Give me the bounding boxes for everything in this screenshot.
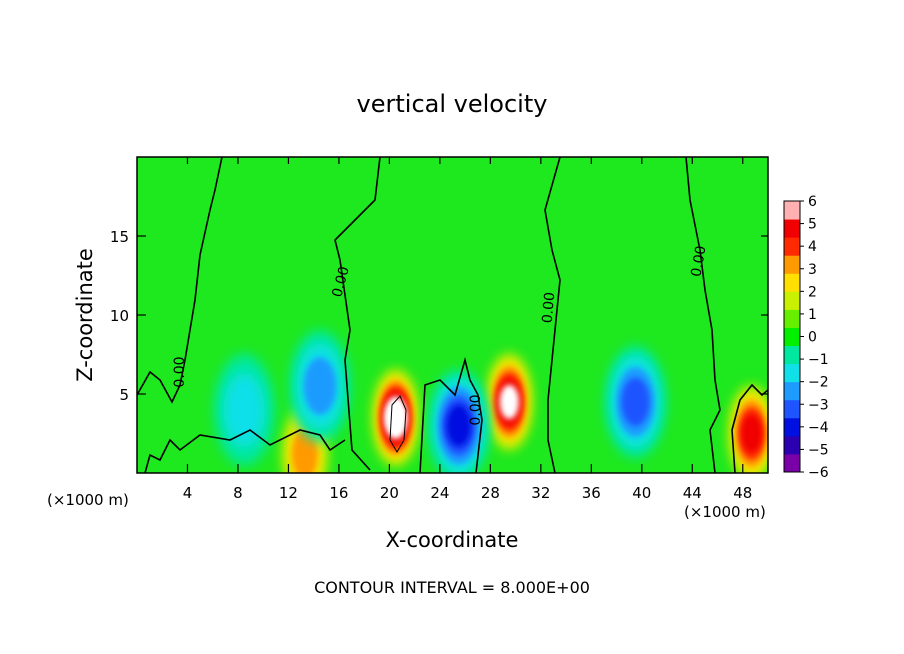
contour-label: 0.00 (540, 291, 559, 323)
colorbar-label: 0 (808, 330, 817, 346)
y-tick-label: 10 (110, 307, 129, 325)
contour-label: 0.00 (688, 245, 709, 278)
colorbar-label: 1 (808, 307, 817, 323)
colorbar-label: 5 (808, 217, 817, 233)
colorbar-swatch (784, 399, 800, 419)
velocity-field (214, 330, 768, 473)
colorbar-label: 6 (808, 194, 817, 210)
contour-labels: 0.00 0.00 0.00 0.00 0.00 (172, 245, 710, 426)
colorbar-label: 3 (808, 262, 817, 278)
contour-zero-3 (419, 356, 483, 473)
colorbar-swatch (784, 435, 800, 455)
x-tick-label: 32 (531, 484, 550, 502)
x-tick-label: 24 (430, 484, 449, 502)
y-tick-label: 15 (110, 228, 129, 246)
x-unit-right: (×1000 m) (684, 503, 766, 521)
colorbar-swatch (784, 363, 800, 383)
x-axis-label: X-coordinate (386, 528, 519, 552)
contour-zero-7 (144, 429, 346, 473)
x-tick-label: 16 (329, 484, 348, 502)
updraft-level (386, 401, 405, 434)
plot-area: 0.00 0.00 0.00 0.00 0.00 (137, 157, 768, 473)
x-tick-label: 48 (733, 484, 752, 502)
colorbar-label: −6 (808, 465, 829, 481)
x-tick-label: 8 (233, 484, 243, 502)
colorbar-label: 2 (808, 284, 817, 300)
colorbar-label: −4 (808, 420, 829, 436)
x-tick-label: 4 (183, 484, 193, 502)
x-tick-label: 40 (632, 484, 651, 502)
colorbar-label: 4 (808, 239, 817, 255)
colorbar-swatch (784, 201, 800, 220)
colorbar-label: −1 (808, 352, 829, 368)
updraft-level (741, 414, 762, 453)
downdraft-level (621, 377, 650, 426)
x-tick-label: 36 (582, 484, 601, 502)
colorbar-swatch (784, 219, 800, 238)
contour-label: 0.00 (468, 394, 484, 425)
colorbar-swatch (784, 237, 800, 256)
downdraft-level (446, 404, 472, 447)
x-tick-label: 28 (481, 484, 500, 502)
colorbar-swatch (784, 291, 800, 310)
updraft-level (291, 428, 318, 473)
colorbar-swatch (784, 417, 800, 437)
colorbar-label: −2 (808, 375, 829, 391)
colorbar-swatch (784, 309, 800, 328)
colorbar-swatch (784, 327, 800, 347)
contour-lines (137, 157, 768, 473)
colorbar-swatch (784, 345, 800, 365)
contour-zero-2 (334, 157, 381, 471)
y-tick-label: 5 (119, 386, 129, 404)
colorbar-swatch (784, 381, 800, 401)
x-tick-label: 44 (683, 484, 702, 502)
colorbar-swatch (784, 453, 800, 473)
x-tick-label: 12 (279, 484, 298, 502)
x-unit-left: (×1000 m) (47, 491, 129, 509)
contour-zero-1 (137, 157, 223, 404)
x-ticks: 4 8 12 16 20 24 28 32 36 40 44 48 (183, 157, 752, 502)
contour-low-1 (389, 395, 407, 453)
colorbar-label: −5 (808, 442, 829, 458)
updraft-level (499, 384, 519, 420)
contour-interval-note: CONTOUR INTERVAL = 8.000E+00 (314, 578, 590, 597)
colorbar-label: −3 (808, 397, 829, 413)
colorbar: 6 5 4 3 2 1 0 −1 −2 −3 −4 −5 −6 (783, 194, 829, 481)
chart-title: vertical velocity (357, 90, 548, 118)
contour-zero-5 (685, 157, 721, 473)
downdraft-level (223, 373, 265, 447)
contour-label: 0.00 (329, 265, 353, 299)
colorbar-swatch (784, 273, 800, 292)
contour-label: 0.00 (172, 356, 188, 387)
contour-zero-4 (544, 157, 561, 473)
y-ticks: 5 10 15 (110, 228, 768, 404)
y-axis-label: Z-coordinate (73, 248, 97, 382)
downdraft-level (303, 357, 337, 415)
x-tick-label: 20 (380, 484, 399, 502)
colorbar-swatch (784, 255, 800, 274)
